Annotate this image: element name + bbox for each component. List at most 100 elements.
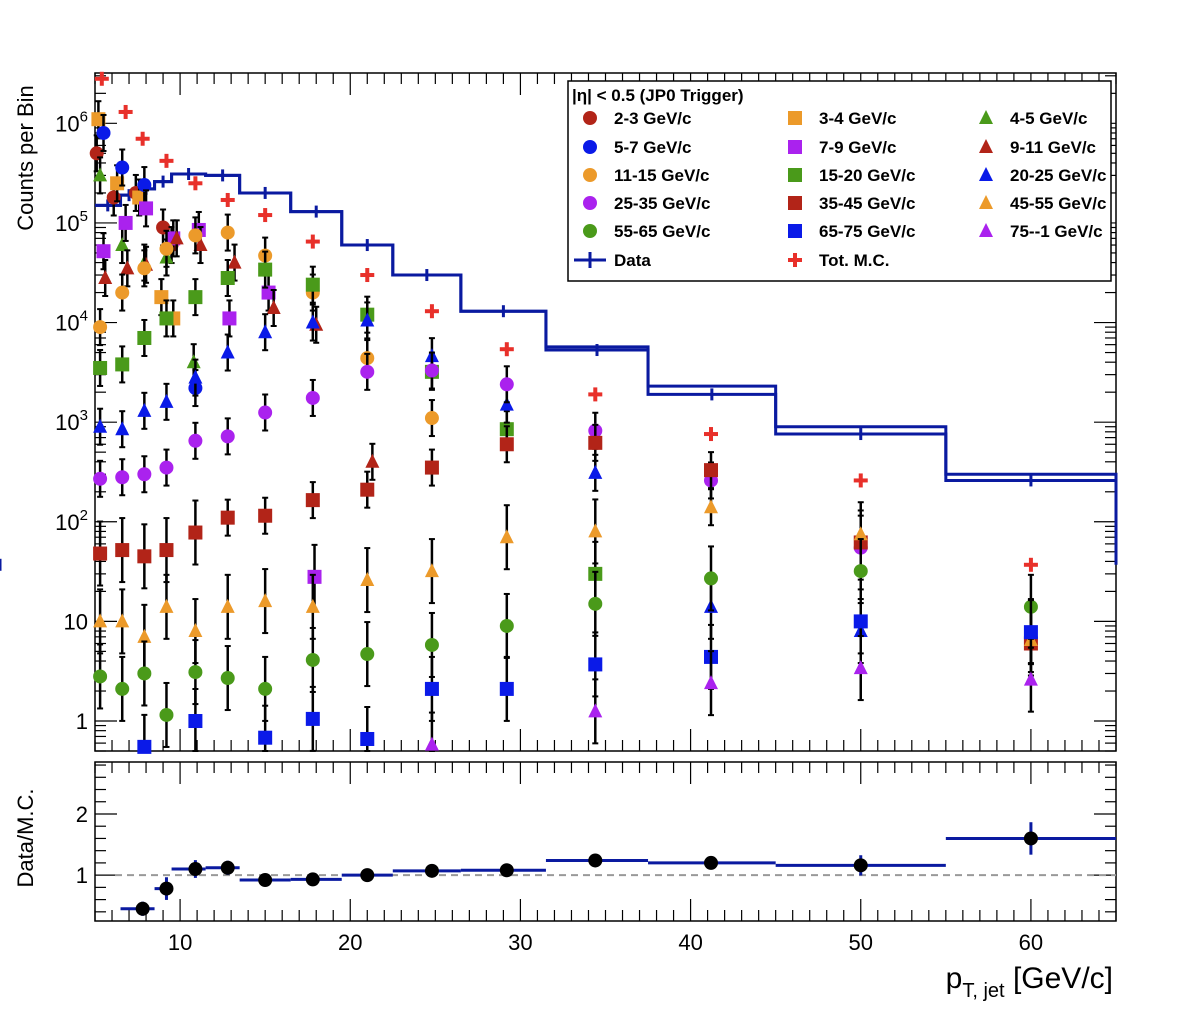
- series-point: [137, 666, 152, 681]
- series-point: [704, 571, 719, 586]
- x-axis-label-main: p: [946, 962, 963, 995]
- mc-point: [188, 176, 203, 191]
- legend-entry: 7-9 GeV/c: [788, 138, 897, 157]
- series-point: [193, 237, 208, 252]
- series-point: [220, 671, 235, 686]
- series-point: [499, 529, 514, 544]
- legend-entry: 35-45 GeV/c: [788, 194, 915, 213]
- series-point: [137, 467, 152, 482]
- legend-entry: 65-75 GeV/c: [788, 222, 915, 241]
- legend-entry: 5-7 GeV/c: [583, 138, 692, 157]
- ratio-point: [704, 855, 719, 870]
- series-point: [120, 260, 135, 275]
- top-y-tick-label-exponent: 5: [80, 208, 88, 225]
- legend-label: 55-65 GeV/c: [614, 222, 710, 241]
- legend-label: 3-4 GeV/c: [819, 109, 897, 128]
- series-point: [305, 711, 320, 726]
- bottom-data-layer: [120, 822, 1116, 916]
- mc-point: [360, 268, 375, 283]
- series-point: [96, 244, 111, 259]
- mc-point-v: [225, 192, 230, 207]
- series-point: [424, 411, 439, 426]
- series-point: [853, 564, 868, 579]
- top-y-tick-label-base: 10: [55, 211, 79, 236]
- legend-entry: 75--1 GeV/c: [979, 222, 1103, 241]
- legend-label: 7-9 GeV/c: [819, 138, 897, 157]
- bottom-panel: 1 2 10 20 30 40 50 60 Data/M.C. pT, jet [GeV/c…: [13, 761, 1117, 1002]
- x-axis-label-subscript: T, jet: [962, 980, 1005, 1002]
- series-point: [159, 543, 174, 558]
- series-point: [115, 357, 130, 372]
- top-y-tick-label: 105: [55, 208, 88, 236]
- series-point: [499, 437, 514, 452]
- bottom-x-tick-label: 10: [168, 930, 192, 955]
- series-point: [137, 628, 152, 643]
- mc-point-v: [310, 234, 315, 249]
- legend-marker: [788, 168, 802, 182]
- top-y-tick-label-exponent: 4: [80, 308, 88, 325]
- top-y-tick-label-exponent: 3: [80, 407, 88, 424]
- series-point: [360, 482, 375, 497]
- series-point: [220, 598, 235, 613]
- legend-marker: [979, 139, 993, 153]
- series-point: [258, 262, 273, 277]
- legend-marker: [583, 111, 597, 125]
- legend-marker: [583, 140, 597, 154]
- series-point: [704, 499, 719, 514]
- series-point: [360, 312, 375, 327]
- series-point: [159, 598, 174, 613]
- legend-label: 35-45 GeV/c: [819, 194, 915, 213]
- mc-point: [704, 427, 719, 442]
- series-point: [305, 598, 320, 613]
- series-point: [93, 320, 108, 335]
- legend-marker: [979, 110, 993, 124]
- series-point: [115, 613, 130, 628]
- mc-point-v: [365, 268, 370, 283]
- top-y-tick-label-base: 10: [55, 111, 79, 136]
- series-point: [499, 377, 514, 392]
- mc-point-v: [99, 71, 104, 86]
- legend-marker: [979, 195, 993, 209]
- series-point: [115, 160, 130, 175]
- mc-point-v: [123, 104, 128, 119]
- series-point: [188, 369, 203, 384]
- series-35-45-gev-c: [93, 423, 1038, 677]
- series-point: [188, 433, 203, 448]
- series-5-7-gev-c: [96, 113, 203, 408]
- series-point: [93, 167, 108, 182]
- series-9-11-gev-c: [98, 219, 380, 481]
- series-point: [115, 285, 130, 300]
- series-point: [137, 178, 152, 193]
- series-point: [159, 311, 174, 326]
- legend-label: 9-11 GeV/c: [1010, 138, 1096, 157]
- legend-box: [567, 80, 1112, 282]
- series-65-75-gev-c: [137, 588, 1038, 754]
- legend-marker: [583, 168, 597, 182]
- legend-entry: 25-35 GeV/c: [583, 194, 710, 213]
- legend-entry: 4-5 GeV/c: [979, 109, 1088, 128]
- series-point: [220, 225, 235, 240]
- series-point: [307, 569, 322, 584]
- series-point: [159, 707, 174, 722]
- bottom-y-tick-label: 1: [76, 863, 88, 888]
- series-point: [106, 190, 121, 205]
- series-point: [305, 652, 320, 667]
- mc-point-v: [263, 208, 268, 223]
- ratio-point: [305, 872, 320, 887]
- series-20-25-gev-c: [93, 301, 1038, 665]
- data-histogram-line: [95, 172, 1118, 565]
- series-point: [588, 657, 603, 672]
- series-point: [1023, 625, 1038, 640]
- series-point: [305, 493, 320, 508]
- top-y-tick-label: 10: [64, 609, 88, 634]
- series-point: [853, 614, 868, 629]
- series-point: [93, 471, 108, 486]
- series-point: [424, 736, 439, 751]
- top-y-tick-label-base: 10: [55, 311, 79, 336]
- legend-marker: [788, 140, 802, 154]
- bottom-x-tick-label: 50: [849, 930, 873, 955]
- series-point: [159, 393, 174, 408]
